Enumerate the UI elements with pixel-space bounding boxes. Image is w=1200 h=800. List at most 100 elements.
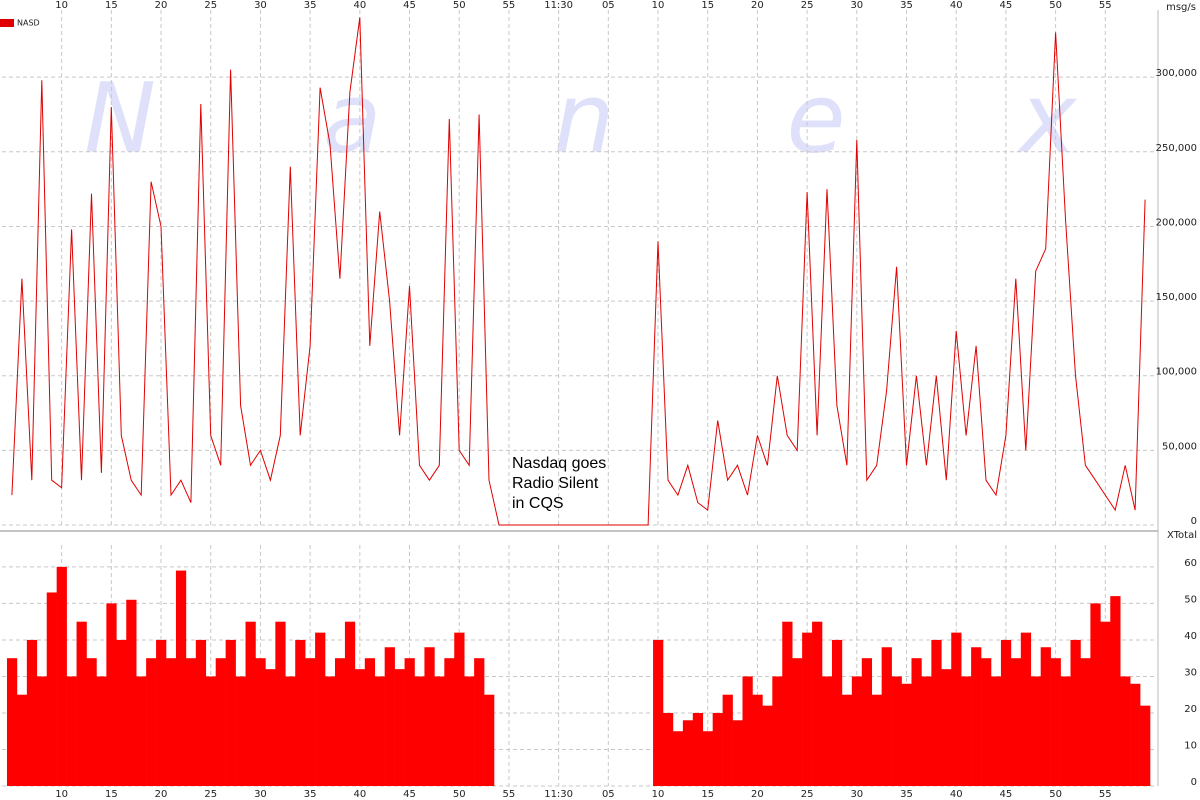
annotation: Radio Silent [512,475,599,492]
x-tick-label: 20 [155,0,168,11]
y-tick-label: 50 [1184,594,1197,605]
bar [344,621,356,786]
bar [871,694,882,786]
x-tick-label: 45 [403,0,416,11]
x-tick-label: 25 [801,0,814,11]
x-tick-label: 50 [1049,789,1062,800]
bar [1110,596,1121,786]
bar [464,676,475,786]
x-tick-label: 20 [751,789,764,800]
legend-label: NASD [17,19,40,28]
annotation: in CQS [512,495,564,512]
y-tick-label: 0 [1191,777,1197,788]
x-tick-label: 15 [105,789,118,800]
bar [116,639,127,786]
bar [653,639,664,786]
bar [26,639,38,786]
bar [325,676,336,786]
y-tick-label: 100,000 [1156,367,1197,378]
bar [474,658,485,786]
bar [732,720,743,786]
y-tick-label: 60 [1184,558,1197,569]
bar [404,658,415,786]
bar [802,632,813,786]
x-tick-label: 35 [304,0,317,11]
bar [1000,639,1012,786]
bar [126,599,137,786]
x-tick-label: 40 [353,0,366,11]
x-tick-label: 35 [304,789,317,800]
bar [215,658,226,786]
bar [712,712,723,786]
y-tick-label: 20 [1184,704,1197,715]
bar [245,621,256,786]
x-tick-label: 55 [503,789,516,800]
x-tick-label: 35 [900,0,913,11]
bar [56,566,67,786]
x-tick-label: 45 [1000,0,1013,11]
bar [990,676,1002,786]
bar [851,676,863,786]
watermark: n [554,62,615,174]
bar [881,647,892,786]
bar [156,639,167,786]
bar [106,603,117,786]
bar [315,632,326,786]
bar [255,658,266,786]
bar [484,694,495,786]
x-tick-label: 45 [403,789,416,800]
x-tick-label: 40 [950,789,963,800]
bar [36,676,48,786]
bar [1060,676,1071,786]
bar [961,676,972,786]
bar [205,676,217,786]
x-tick-label: 05 [602,0,615,11]
bar [921,676,932,786]
bar [166,658,177,786]
legend-swatch [0,19,14,27]
bar [305,658,316,786]
bar [434,676,445,786]
bar [702,731,713,786]
bar [861,658,873,786]
bar [235,676,246,786]
bar [782,621,793,786]
bar [901,683,912,786]
bar [136,676,147,786]
bar [76,621,87,786]
y-tick-label: 40 [1184,631,1197,642]
bar [971,647,982,786]
bar [822,676,833,786]
x-tick-label: 10 [55,789,68,800]
bar [354,669,366,786]
x-tick-label: 30 [254,0,267,11]
watermark: x [1017,62,1078,174]
bar [812,621,823,786]
x-tick-label: 25 [204,789,217,800]
bar [951,632,962,786]
bar [941,669,952,786]
x-tick-label: 10 [55,0,68,11]
bar [772,676,783,786]
x-tick-label: 55 [503,0,516,11]
y-tick-label: 250,000 [1156,143,1197,154]
bar [444,658,455,786]
x-tick-label: 05 [602,789,615,800]
bar [662,712,674,786]
bar [1010,658,1022,786]
bar [384,647,395,786]
bar [265,669,276,786]
bar [175,570,187,786]
bar [424,647,435,786]
bar [1100,621,1111,786]
bar [742,676,753,786]
bar [1090,603,1101,786]
x-tick-label: 11:30 [544,789,573,800]
x-tick-label: 40 [950,0,963,11]
x-tick-label: 40 [353,789,366,800]
y-tick-label: 150,000 [1156,292,1197,303]
bar [752,694,763,786]
bar [1020,632,1032,786]
bar [96,676,107,786]
bar [981,658,992,786]
